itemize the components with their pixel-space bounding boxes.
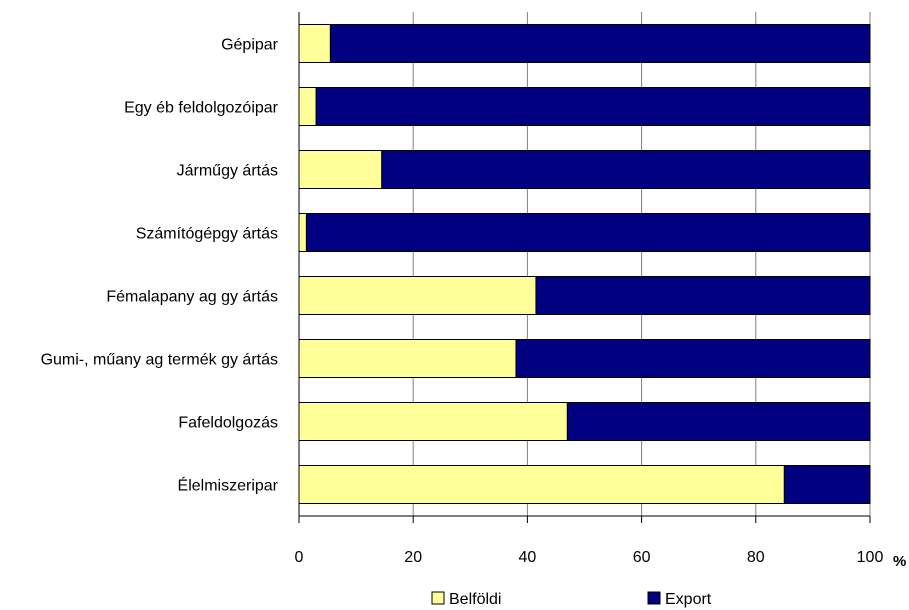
category-label: Járműgy ártás — [177, 163, 278, 180]
category-labels: Gépipar Egy éb feldolgozóipar Járműgy ártá… — [41, 37, 279, 495]
bar-segment-belfoldi — [298, 276, 537, 315]
bar-segment-belfoldi — [298, 402, 568, 441]
x-tick-label: 60 — [633, 549, 651, 566]
category-label: Egy éb feldolgozóipar — [124, 100, 279, 117]
bar-segment-export — [535, 276, 871, 315]
category-label: Fafeldolgozás — [178, 415, 278, 432]
bar-segment-export — [381, 150, 871, 189]
bar-segment-export — [329, 24, 871, 63]
x-tick-label: 100 — [857, 549, 884, 566]
x-tick-label: 20 — [404, 549, 422, 566]
bar-segment-export — [315, 87, 871, 126]
category-label: Gépipar — [221, 37, 279, 54]
category-label: Számítógépgy ártás — [136, 226, 278, 243]
category-label: Gumi-, műany ag termék gy ártás — [41, 352, 278, 369]
legend-swatch-belfoldi — [431, 591, 445, 605]
bar-segment-export — [515, 339, 871, 378]
bar-segment-export — [305, 213, 871, 252]
legend-label: Belföldi — [449, 591, 501, 608]
bar-segment-export — [783, 465, 871, 504]
bar-segment-belfoldi — [298, 213, 307, 252]
category-label: Élelmiszeripar — [178, 476, 279, 495]
x-tick-label: 0 — [295, 549, 304, 566]
bar-segment-belfoldi — [298, 24, 331, 63]
x-tick-label: 80 — [747, 549, 765, 566]
category-label: Fémalapany ag gy ártás — [106, 289, 278, 306]
legend: Belföldi Export — [431, 591, 712, 608]
bar-segment-belfoldi — [298, 150, 383, 189]
legend-swatch-export — [647, 591, 661, 605]
legend-label: Export — [665, 591, 712, 608]
bar-segment-belfoldi — [298, 465, 785, 504]
bar-segment-export — [566, 402, 871, 441]
x-unit-label: % — [893, 553, 906, 570]
bars — [298, 24, 871, 504]
x-tick-label: 40 — [519, 549, 537, 566]
bar-segment-belfoldi — [298, 87, 317, 126]
x-axis: 0 20 40 60 80 100 — [295, 12, 884, 566]
bar-segment-belfoldi — [298, 339, 517, 378]
